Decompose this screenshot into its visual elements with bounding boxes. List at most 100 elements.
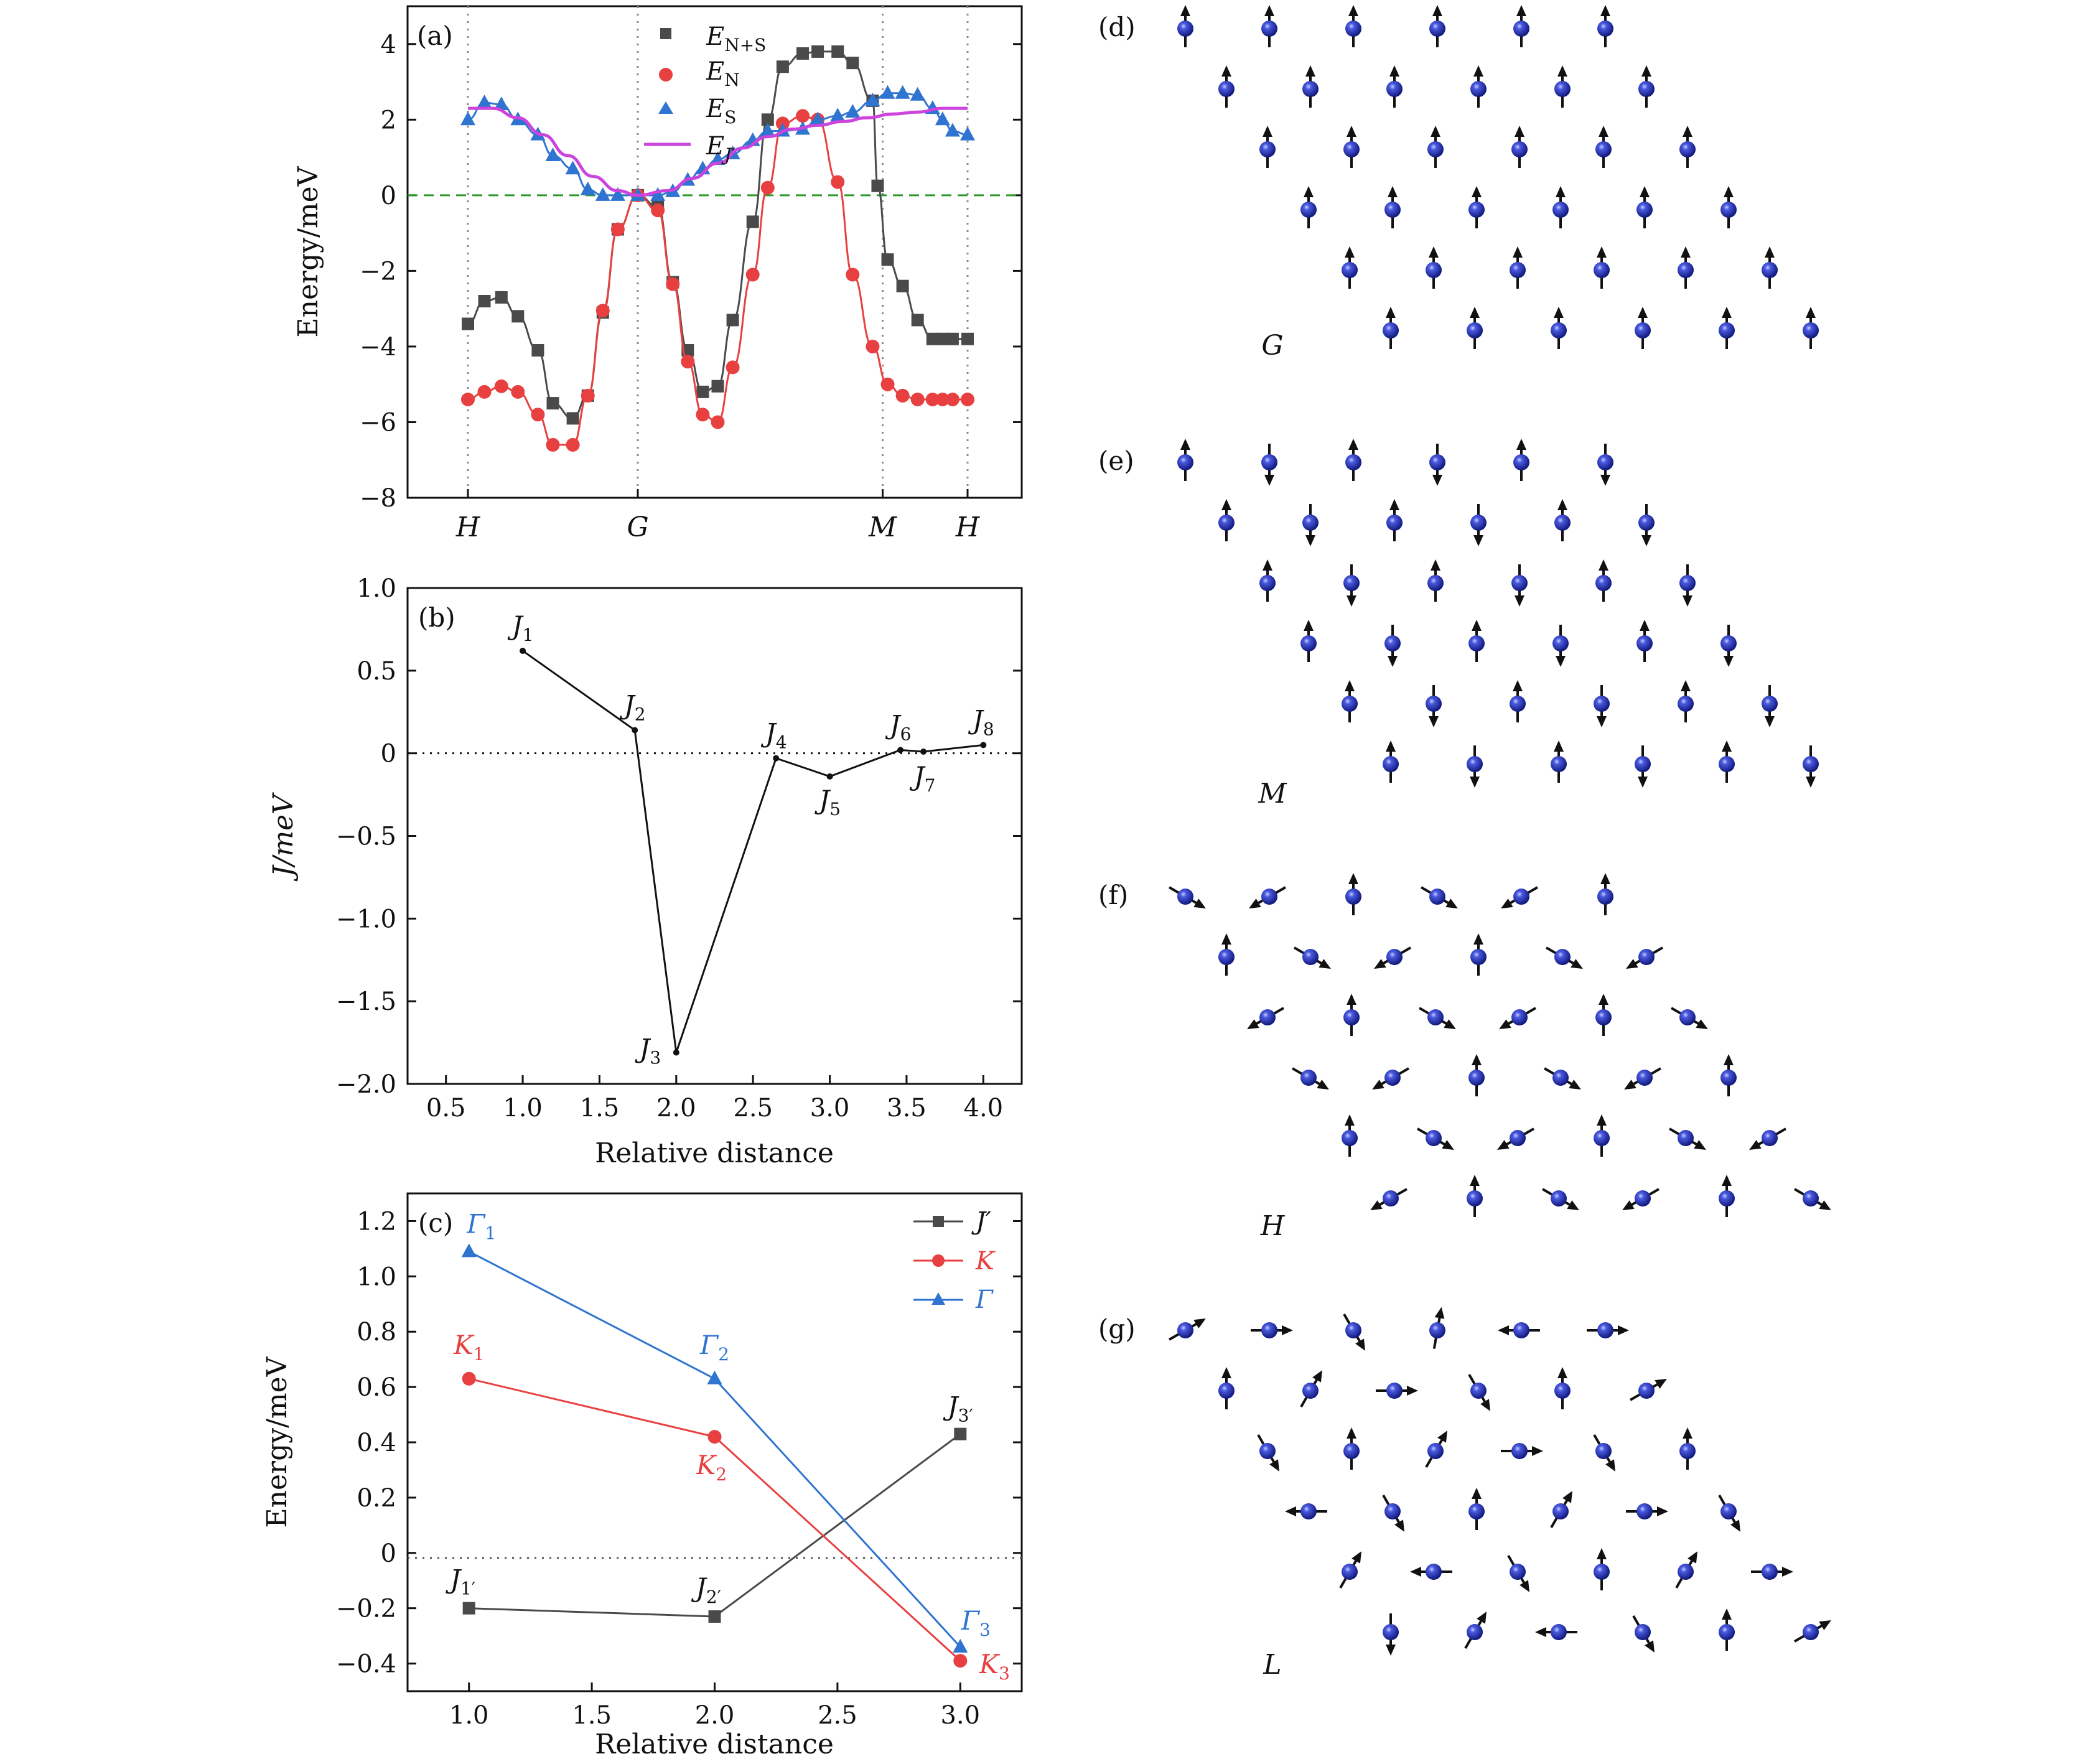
spin-arrowhead (1180, 5, 1190, 16)
spin-atom (1638, 515, 1655, 531)
spin-arrowhead (1655, 1379, 1667, 1389)
spin-atom (1384, 202, 1401, 218)
spin-arrowhead (1264, 5, 1274, 16)
x-tick-label: M (868, 511, 897, 543)
data-point (651, 203, 665, 218)
data-point (953, 1638, 968, 1653)
data-point (796, 109, 810, 123)
x-tick-label: 2.0 (695, 1701, 735, 1730)
spin-atom (1678, 696, 1694, 712)
spin-atom (1343, 1009, 1360, 1025)
spin-arrowhead (1681, 246, 1691, 258)
spin-atom (1470, 949, 1487, 965)
spin-atom (1177, 1322, 1193, 1338)
spin-atom (1679, 141, 1696, 157)
spin-arrowhead (1622, 1200, 1635, 1210)
spin-arrowhead (1470, 307, 1480, 318)
series-line (467, 106, 968, 197)
spin-atom (1635, 1190, 1651, 1206)
data-point (531, 344, 544, 357)
data-label: K2 (696, 1450, 727, 1485)
spin-atom (1595, 141, 1612, 157)
legend-label-en: EN (706, 57, 740, 90)
spin-atom (1467, 1190, 1483, 1206)
spin-arrowhead (1351, 1551, 1361, 1564)
spin-arrowhead (1806, 777, 1816, 788)
data-point (865, 92, 880, 106)
legend-marker-es (658, 101, 673, 114)
spin-arrowhead (1638, 307, 1648, 318)
spin-atom (1300, 635, 1317, 651)
spin-atom (1300, 202, 1317, 218)
data-point (580, 181, 595, 195)
spin-arrowhead (1600, 475, 1610, 486)
y-tick-label: −1.0 (336, 905, 396, 933)
spin-arrowhead (1263, 559, 1272, 571)
spin-arrowhead (1347, 1427, 1356, 1439)
spin-atom (1342, 262, 1358, 278)
data-label: J6 (885, 709, 912, 744)
panel-label: (a) (417, 21, 453, 51)
spin-atom (1597, 21, 1613, 37)
spin-atom (1554, 515, 1571, 531)
plot-frame (406, 587, 1023, 1085)
data-point (707, 1370, 722, 1384)
spin-arrowhead (1624, 1080, 1636, 1090)
spin-atom (1597, 1322, 1613, 1338)
spin-arrowhead (1683, 595, 1692, 607)
spin-arrowhead (1473, 535, 1483, 546)
spin-arrowhead (1765, 246, 1775, 258)
spin-atom (1429, 454, 1445, 470)
spin-atom (1803, 1624, 1819, 1640)
legend-marker-en (659, 68, 673, 82)
spin-atom (1429, 889, 1445, 905)
spin-atom (1467, 756, 1483, 772)
spin-arrowhead (1516, 5, 1526, 16)
y-tick-label: 0.6 (357, 1373, 396, 1402)
data-point (954, 1427, 967, 1440)
spin-arrowhead (1497, 1140, 1510, 1150)
spin-atom (1342, 696, 1358, 712)
legend-label-ens: EN+S (706, 22, 766, 55)
spin-arrowhead (1347, 994, 1356, 1005)
data-point (566, 437, 580, 452)
spin-atom (1638, 81, 1655, 97)
spin-arrowhead (1696, 1019, 1708, 1029)
series-layer (460, 45, 975, 452)
spin-arrowhead (1597, 1114, 1607, 1126)
spin-arrowhead (1557, 65, 1567, 77)
spin-arrowhead (1597, 716, 1607, 727)
spin-arrowhead (1571, 959, 1583, 969)
spin-arrowhead (1567, 1200, 1579, 1210)
y-tick-label: 4 (381, 30, 396, 59)
spin-atom (1300, 1070, 1317, 1086)
data-point (936, 332, 949, 345)
spin-atom (1636, 635, 1653, 651)
data-point (595, 187, 610, 201)
spin-atom (1218, 949, 1235, 965)
spin-arrowhead (1730, 1519, 1740, 1532)
data-point (826, 773, 833, 780)
spin-atom (1342, 1564, 1358, 1580)
axes: 1.2 1.0 0.8 0.6 0.4 0.2 0 −0.2 −0.4 1.0 1.5 2.0 2.5 3… (336, 1207, 1022, 1730)
legend: J′ K Γ (913, 1207, 996, 1314)
x-tick-label: 0.5 (426, 1094, 466, 1122)
data-point (520, 647, 526, 654)
spin-arrowhead (1269, 1459, 1279, 1472)
spin-arrowhead (1683, 126, 1692, 137)
spin-arrowhead (1638, 777, 1648, 788)
spin-arrowhead (1688, 1551, 1697, 1564)
spin-arrowhead (1312, 1370, 1322, 1383)
spin-arrowhead (1445, 898, 1458, 908)
data-point (495, 291, 508, 304)
spin-atom (1383, 756, 1399, 772)
spin-arrowhead (1347, 126, 1356, 137)
spin-arrowhead (1513, 680, 1523, 691)
data-point (461, 393, 475, 406)
spin-arrowhead (1285, 1506, 1296, 1516)
spin-arrowhead (1626, 959, 1638, 969)
spin-arrowhead (1724, 656, 1734, 667)
legend-label-ej: EJ′ (706, 132, 735, 165)
spin-atom (1552, 635, 1569, 651)
